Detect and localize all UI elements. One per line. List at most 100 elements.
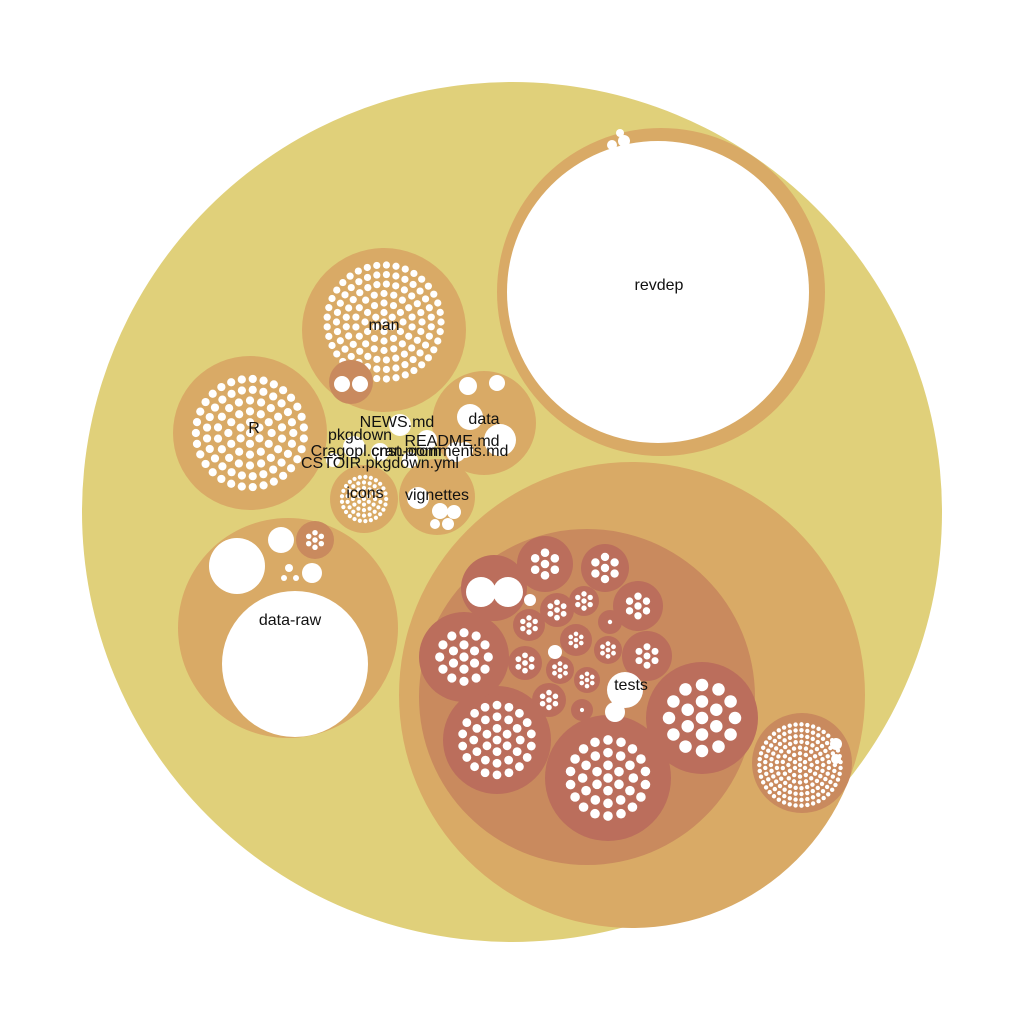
- man-file-dot: [392, 354, 400, 362]
- man-file-dot: [328, 341, 336, 350]
- r-file-dot: [213, 423, 223, 432]
- icons-file-dot: [347, 479, 352, 485]
- r-file-dot: [192, 418, 202, 427]
- tests-side-file-dot: [769, 756, 774, 762]
- tests-side-file-dot: [776, 797, 782, 802]
- man-file-dot: [408, 292, 416, 300]
- tests-side-file-dot: [787, 723, 792, 728]
- testthat-subfolder-dot: [628, 773, 639, 783]
- man-file-dot: [382, 375, 391, 383]
- r-file-dot: [257, 459, 266, 468]
- testthat-subfolder-dot: [554, 599, 560, 606]
- revdep-small-leaf: [616, 129, 624, 137]
- tests-side-file-dot: [820, 736, 826, 742]
- r-file-dot: [227, 479, 236, 488]
- testthat-subfolder-dot: [635, 657, 643, 665]
- tests-side-file-dot: [768, 782, 774, 787]
- icons-file-dot: [376, 488, 381, 493]
- tests-side-file-dot: [782, 731, 787, 737]
- root-file-dot: [326, 453, 340, 467]
- man-file-dot: [380, 308, 388, 317]
- r-file-dot: [210, 454, 220, 463]
- testthat-subfolder-dot: [504, 755, 514, 765]
- man-file-dot: [333, 286, 341, 294]
- testthat-subfolder-dot: [590, 808, 600, 819]
- r-file-dot: [227, 418, 236, 427]
- testthat-subfolder-dot: [570, 754, 580, 764]
- tests-side-file-dot: [776, 754, 781, 759]
- testthat-subfolder-dot: [695, 695, 709, 708]
- data-raw-subfolder-dot: [318, 540, 325, 547]
- r-file-dot: [286, 393, 296, 402]
- testthat-subfolder-dot: [515, 656, 522, 663]
- testthat-subfolder-dot: [600, 552, 610, 562]
- tests-side-file-dot: [787, 729, 792, 734]
- testthat-subfolder-dot: [526, 615, 532, 621]
- testthat-subfolder-dot: [448, 646, 459, 656]
- testthat-subfolder-dot: [520, 618, 526, 625]
- tests-side-file-dot: [818, 773, 823, 779]
- r-file-dot: [269, 380, 278, 389]
- testthat-subfolder-dot: [642, 597, 651, 605]
- testthat-subfolder-dot: [600, 644, 605, 650]
- testthat-subfolder-dot: [584, 677, 590, 683]
- tests-side-file-dot: [826, 759, 832, 765]
- tests-side-file-dot: [779, 749, 784, 754]
- revdep-small-leaf: [607, 140, 617, 150]
- testthat-subfolder-dot: [615, 795, 626, 805]
- testthat-subfolder-dot: [502, 729, 512, 739]
- man-file-dot: [341, 291, 349, 299]
- tests-side-file-dot: [832, 768, 837, 774]
- testthat-subfolder-dot: [459, 628, 469, 638]
- testthat-subfolder-dot: [480, 640, 490, 650]
- tests-side-file-dot: [766, 748, 771, 753]
- man-file-dot: [400, 286, 408, 294]
- man-file-dot: [373, 261, 381, 270]
- r-file-dot: [245, 439, 255, 448]
- testthat-subfolder-dot: [550, 565, 560, 574]
- tests-side-file-dot: [774, 759, 780, 765]
- tests-side-file-dot: [804, 784, 810, 790]
- man-file-dot: [363, 308, 372, 317]
- man-file-dot: [389, 301, 398, 310]
- r-file-dot: [217, 445, 226, 454]
- man-file-dot: [370, 301, 379, 310]
- data-raw-subfolder-dot: [312, 544, 318, 551]
- testthat-subfolder-dot: [480, 702, 490, 712]
- man-file-dot: [355, 278, 363, 286]
- man-file-dot: [370, 291, 378, 299]
- tests-side-file-dot: [792, 759, 798, 765]
- man-file-dot: [421, 295, 430, 303]
- man-file-dot: [382, 270, 391, 279]
- testthat-subfolder-dot: [575, 601, 581, 608]
- man-file-dot: [354, 267, 362, 275]
- testthat-subfolder-dot: [557, 661, 563, 667]
- testthat-subfolder-dot: [502, 741, 512, 751]
- tests-side-file-dot: [807, 768, 813, 774]
- testthat-subfolder-dot: [603, 798, 613, 809]
- man-file-dot: [373, 271, 381, 279]
- testthat-subfolder-dot: [587, 594, 593, 601]
- tests-side-file-dot: [793, 739, 798, 745]
- man-file-dot: [390, 345, 398, 353]
- icons-file-dot: [356, 487, 361, 492]
- icons-file-dot: [378, 499, 383, 504]
- man-file-dot: [417, 308, 425, 317]
- testthat-subfolder-dot: [578, 744, 589, 754]
- man-file-dot: [373, 374, 381, 383]
- r-file-dot: [236, 423, 245, 432]
- testthat-file-dot: [548, 645, 562, 659]
- testthat-subfolder-dot: [603, 735, 613, 745]
- r-file-dot: [218, 395, 227, 404]
- r-file-dot: [283, 408, 293, 417]
- tests-side-file-dot: [819, 743, 825, 749]
- testthat-subfolder-dot: [579, 680, 585, 686]
- label-cstoir-pkgdown-yml: CSTOIR.pkgdown.yml: [301, 455, 459, 472]
- testthat-subfolder-dot: [492, 700, 502, 710]
- tests-side-file-dot: [814, 778, 820, 784]
- tests-side-file-dot: [797, 774, 803, 779]
- testthat-subfolder-dot: [459, 652, 469, 662]
- man-file-dot: [392, 262, 400, 270]
- tests-side-file-dot: [823, 748, 828, 754]
- tests-side-file-dot: [799, 797, 804, 803]
